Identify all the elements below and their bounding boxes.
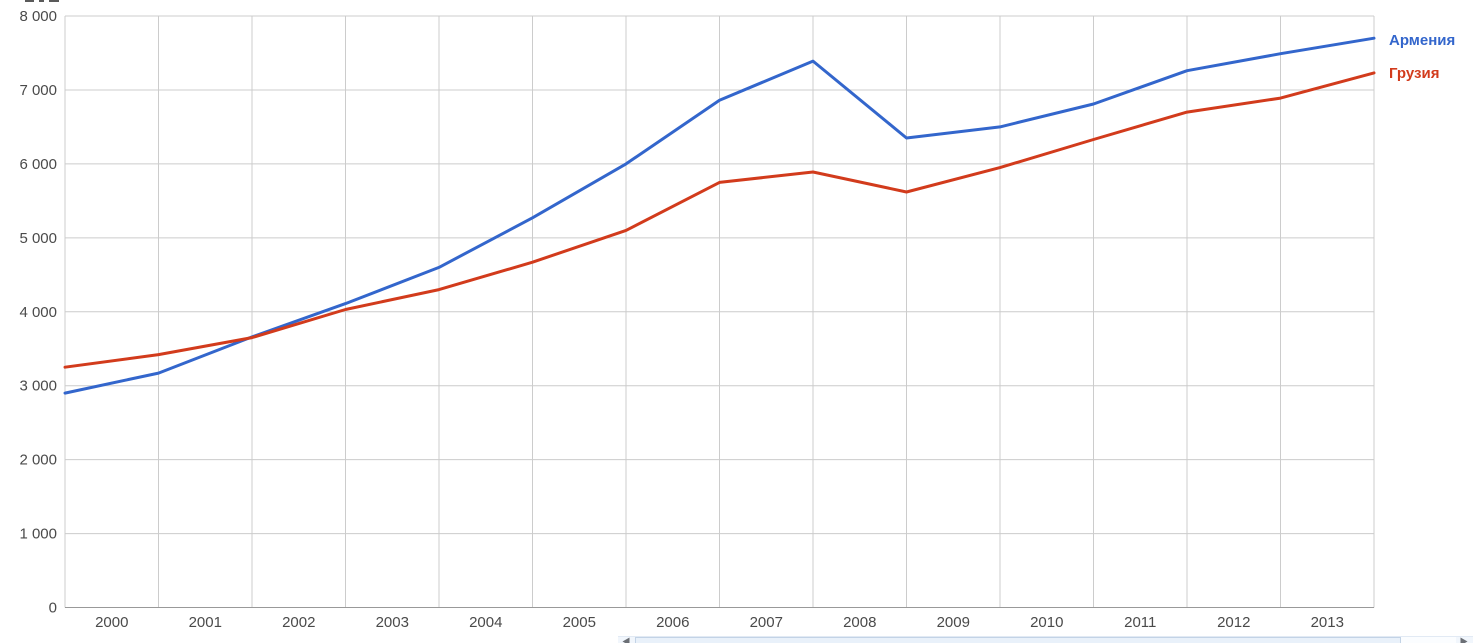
scrollbar-left-arrow-icon <box>622 637 630 643</box>
series-line-georgia[interactable] <box>63 71 1376 369</box>
series-line-armenia[interactable] <box>63 36 1376 395</box>
y-tick-label: 6 000 <box>19 156 57 173</box>
clipped-text-fragment <box>49 0 59 2</box>
x-tick-label: 2009 <box>937 614 970 631</box>
legend-item-georgia: Грузия <box>1389 65 1440 82</box>
x-tick-label: 2008 <box>843 614 876 631</box>
y-tick-label: 1 000 <box>19 526 57 543</box>
x-tick-label: 2006 <box>656 614 689 631</box>
y-tick-label: 4 000 <box>19 304 57 321</box>
scrollbar-thumb[interactable] <box>635 637 1401 643</box>
x-tick-label: 2004 <box>469 614 502 631</box>
x-tick-label: 2013 <box>1311 614 1344 631</box>
x-tick-label: 2002 <box>282 614 315 631</box>
y-tick-label: 5 000 <box>19 230 57 247</box>
scrollbar-left-button[interactable] <box>618 637 635 643</box>
clipped-text-fragment <box>39 0 44 2</box>
x-tick-label: 2003 <box>376 614 409 631</box>
y-tick-label: 8 000 <box>19 8 57 25</box>
horizontal-scrollbar[interactable] <box>618 636 1473 643</box>
clipped-text-fragment <box>25 0 34 2</box>
y-tick-label: 0 <box>49 600 57 617</box>
x-tick-label: 2012 <box>1217 614 1250 631</box>
x-tick-label: 2011 <box>1124 614 1156 631</box>
y-tick-label: 7 000 <box>19 82 57 99</box>
x-tick-label: 2010 <box>1030 614 1063 631</box>
x-tick-label: 2007 <box>750 614 783 631</box>
x-tick-label: 2000 <box>95 614 128 631</box>
scrollbar-right-button[interactable] <box>1456 637 1473 643</box>
x-tick-label: 2001 <box>189 614 222 631</box>
scrollbar-right-arrow-icon <box>1460 637 1468 643</box>
legend-item-armenia: Армения <box>1389 32 1456 49</box>
y-tick-label: 3 000 <box>19 378 57 395</box>
y-tick-label: 2 000 <box>19 452 57 469</box>
x-tick-label: 2005 <box>563 614 596 631</box>
